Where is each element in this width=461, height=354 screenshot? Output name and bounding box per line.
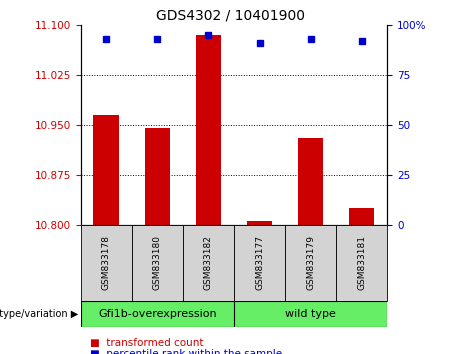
Bar	[195, 35, 221, 225]
Bar	[94, 115, 119, 225]
Text: GSM833178: GSM833178	[102, 235, 111, 290]
Bar	[285, 225, 336, 301]
Bar	[298, 138, 323, 225]
Bar	[81, 225, 132, 301]
Bar	[145, 128, 170, 225]
Bar	[247, 221, 272, 225]
Text: ■  transformed count: ■ transformed count	[90, 338, 203, 348]
Bar	[349, 208, 374, 225]
Text: GDS4302 / 10401900: GDS4302 / 10401900	[156, 9, 305, 23]
Text: GSM833179: GSM833179	[306, 235, 315, 290]
Text: GSM833182: GSM833182	[204, 235, 213, 290]
Text: GSM833180: GSM833180	[153, 235, 162, 290]
Bar	[336, 225, 387, 301]
Bar	[132, 225, 183, 301]
Bar	[234, 225, 285, 301]
Text: Gfi1b-overexpression: Gfi1b-overexpression	[98, 309, 217, 319]
Text: GSM833181: GSM833181	[357, 235, 366, 290]
Bar	[183, 225, 234, 301]
Text: ■  percentile rank within the sample: ■ percentile rank within the sample	[90, 349, 282, 354]
Text: genotype/variation ▶: genotype/variation ▶	[0, 309, 78, 319]
Text: GSM833177: GSM833177	[255, 235, 264, 290]
Text: wild type: wild type	[285, 309, 336, 319]
